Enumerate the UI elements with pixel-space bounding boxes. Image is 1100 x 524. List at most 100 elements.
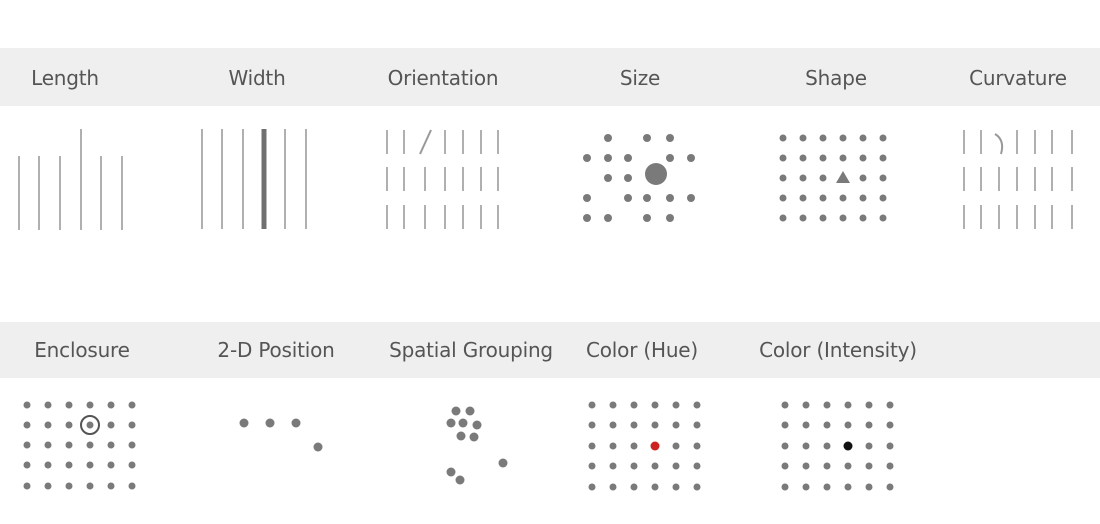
dot-mark (840, 155, 847, 162)
2d-position-illustration (240, 419, 323, 452)
dot-mark (314, 443, 323, 452)
dot-mark (860, 155, 867, 162)
dot-mark (624, 154, 632, 162)
dot-mark (880, 195, 887, 202)
dot-mark (694, 484, 701, 491)
dot-mark (643, 214, 651, 222)
dot-mark (694, 463, 701, 470)
dot-mark (652, 402, 659, 409)
dot-mark (803, 463, 810, 470)
dot-mark (643, 134, 651, 142)
dot-mark (129, 422, 136, 429)
dot-mark (108, 422, 115, 429)
dot-mark (457, 432, 466, 441)
dot-mark (800, 155, 807, 162)
dot-mark (631, 463, 638, 470)
dot-mark (694, 443, 701, 450)
dot-mark (782, 402, 789, 409)
dot-mark (66, 442, 73, 449)
dot-mark (803, 443, 810, 450)
large-dot-mark (645, 163, 667, 185)
dot-mark (589, 422, 596, 429)
dot-mark (87, 422, 94, 429)
dot-mark (589, 484, 596, 491)
dot-mark (459, 419, 468, 428)
dot-mark (66, 483, 73, 490)
dot-mark (673, 443, 680, 450)
dot-mark (800, 175, 807, 182)
dot-mark (45, 462, 52, 469)
dot-mark (824, 484, 831, 491)
dot-mark (887, 443, 894, 450)
dot-mark (108, 402, 115, 409)
dot-mark (666, 134, 674, 142)
dot-mark (604, 174, 612, 182)
dot-mark (803, 422, 810, 429)
dot-mark (782, 443, 789, 450)
dot-mark (452, 407, 461, 416)
dot-mark (673, 463, 680, 470)
dot-mark (447, 468, 456, 477)
dot-mark (880, 215, 887, 222)
dot-mark (87, 483, 94, 490)
dot-mark (687, 194, 695, 202)
dot-mark (820, 155, 827, 162)
width-illustration (202, 129, 306, 229)
size-illustration (583, 134, 695, 222)
dot-mark (880, 135, 887, 142)
dot-mark (24, 462, 31, 469)
dot-mark (589, 402, 596, 409)
dot-mark (610, 443, 617, 450)
dot-mark (887, 484, 894, 491)
dot-mark (694, 402, 701, 409)
dot-mark (24, 483, 31, 490)
dot-mark (666, 214, 674, 222)
dot-mark (694, 422, 701, 429)
dot-mark (631, 402, 638, 409)
dot-mark (824, 463, 831, 470)
dot-mark (24, 422, 31, 429)
dot-mark (860, 215, 867, 222)
dot-mark (24, 402, 31, 409)
dark-dot-mark (844, 442, 853, 451)
dot-mark (45, 422, 52, 429)
dot-mark (652, 463, 659, 470)
dot-mark (840, 135, 847, 142)
dot-mark (687, 154, 695, 162)
dot-mark (66, 422, 73, 429)
dot-mark (782, 484, 789, 491)
dot-mark (780, 175, 787, 182)
tilted-line-mark (420, 130, 431, 154)
dot-mark (66, 462, 73, 469)
dot-mark (292, 419, 301, 428)
dot-mark (652, 484, 659, 491)
dot-mark (604, 134, 612, 142)
dot-mark (866, 484, 873, 491)
dot-mark (604, 214, 612, 222)
color-intensity-illustration (782, 402, 894, 491)
dot-mark (860, 175, 867, 182)
dot-mark (887, 463, 894, 470)
dot-mark (866, 422, 873, 429)
dot-mark (780, 215, 787, 222)
dot-mark (583, 194, 591, 202)
dot-mark (473, 421, 482, 430)
dot-mark (87, 462, 94, 469)
dot-mark (583, 214, 591, 222)
dot-mark (780, 135, 787, 142)
dot-mark (624, 174, 632, 182)
dot-mark (108, 462, 115, 469)
dot-mark (610, 484, 617, 491)
dot-mark (800, 195, 807, 202)
dot-mark (108, 483, 115, 490)
dot-mark (266, 419, 275, 428)
dot-mark (87, 402, 94, 409)
dot-mark (129, 442, 136, 449)
dot-mark (240, 419, 249, 428)
dot-mark (887, 402, 894, 409)
dot-mark (673, 484, 680, 491)
dot-mark (129, 483, 136, 490)
dot-mark (887, 422, 894, 429)
dot-mark (845, 422, 852, 429)
